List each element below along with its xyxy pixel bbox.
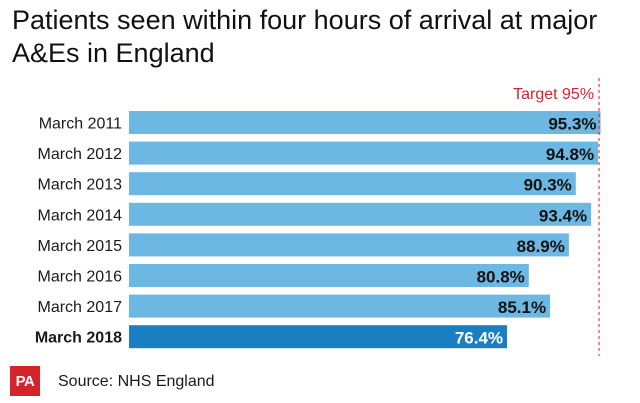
category-label: March 2014 (38, 207, 123, 224)
value-label: 95.3% (548, 115, 596, 134)
value-label: 93.4% (539, 206, 587, 225)
category-label: March 2011 (39, 116, 122, 133)
category-label: March 2015 (38, 238, 123, 255)
value-label: 80.8% (477, 268, 525, 287)
value-label: 94.8% (546, 145, 594, 164)
value-label: 85.1% (498, 298, 546, 317)
bar (129, 264, 529, 287)
bar (129, 141, 599, 165)
bar-chart: March 2011 March 2012 March 2013 March 2014… (35, 78, 601, 356)
bars (129, 111, 601, 349)
category-labels: March 2011 March 2012 March 2013 March 2014… (35, 116, 122, 347)
category-label: March 2017 (38, 299, 123, 316)
bar (129, 111, 601, 134)
value-labels: 95.3% 94.8% 90.3% 93.4% 88.9% 80.8% 85.1% 76.4% (455, 115, 597, 348)
bar (129, 172, 576, 196)
category-label: March 2012 (38, 146, 123, 163)
value-label: 76.4% (455, 329, 503, 348)
bar (129, 325, 508, 349)
source-note: Source: NHS England (58, 373, 215, 390)
chart-title: Patients seen within four hours of arriv… (12, 5, 598, 68)
category-label: March 2013 (38, 177, 123, 194)
target-label: Target 95% (513, 86, 594, 103)
category-label: March 2018 (35, 330, 122, 347)
category-label: March 2016 (38, 269, 123, 286)
bar (129, 202, 592, 226)
value-label: 90.3% (524, 176, 572, 195)
pa-logo: PA (10, 366, 40, 396)
bar (129, 294, 551, 318)
bar (129, 233, 569, 257)
value-label: 88.9% (517, 237, 565, 256)
